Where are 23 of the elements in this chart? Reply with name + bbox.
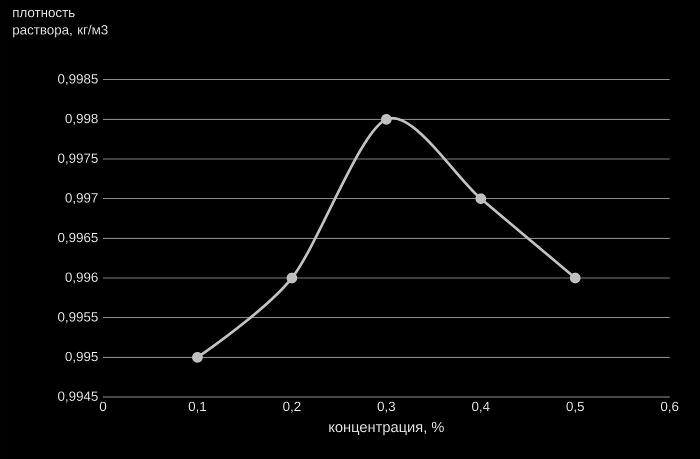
y-axis-title: плотность раствора, кг/м3	[13, 10, 108, 38]
y-tick-label: 0,9985	[58, 74, 98, 86]
y-tick-label: 0,9975	[58, 153, 98, 165]
point	[475, 193, 486, 204]
y-tick-label: 0,9955	[58, 312, 98, 324]
point	[570, 272, 581, 284]
point	[192, 352, 203, 363]
point	[381, 114, 392, 125]
x-tick-label: 0,1	[188, 402, 206, 413]
y-tick-label: 0,998	[65, 114, 98, 125]
x-tick-label: 0	[100, 402, 106, 412]
x-axis-title: концентрация, %	[329, 422, 444, 436]
point	[286, 272, 298, 284]
x-tick-label: 0,4	[472, 402, 490, 413]
y-tick-label: 0,997	[65, 193, 98, 204]
y-tick-label: 0,9945	[58, 391, 98, 402]
y-tick-label: 0,995	[65, 352, 98, 363]
x-tick-label: 0,3	[378, 402, 396, 413]
x-tick-label: 0,2	[283, 402, 300, 413]
x-tick-label: 0,5	[566, 402, 584, 413]
y-tick-label: 0,9965	[58, 232, 98, 244]
y-tick-label: 0,996	[65, 272, 98, 284]
x-tick-label: 0,6	[660, 402, 678, 413]
